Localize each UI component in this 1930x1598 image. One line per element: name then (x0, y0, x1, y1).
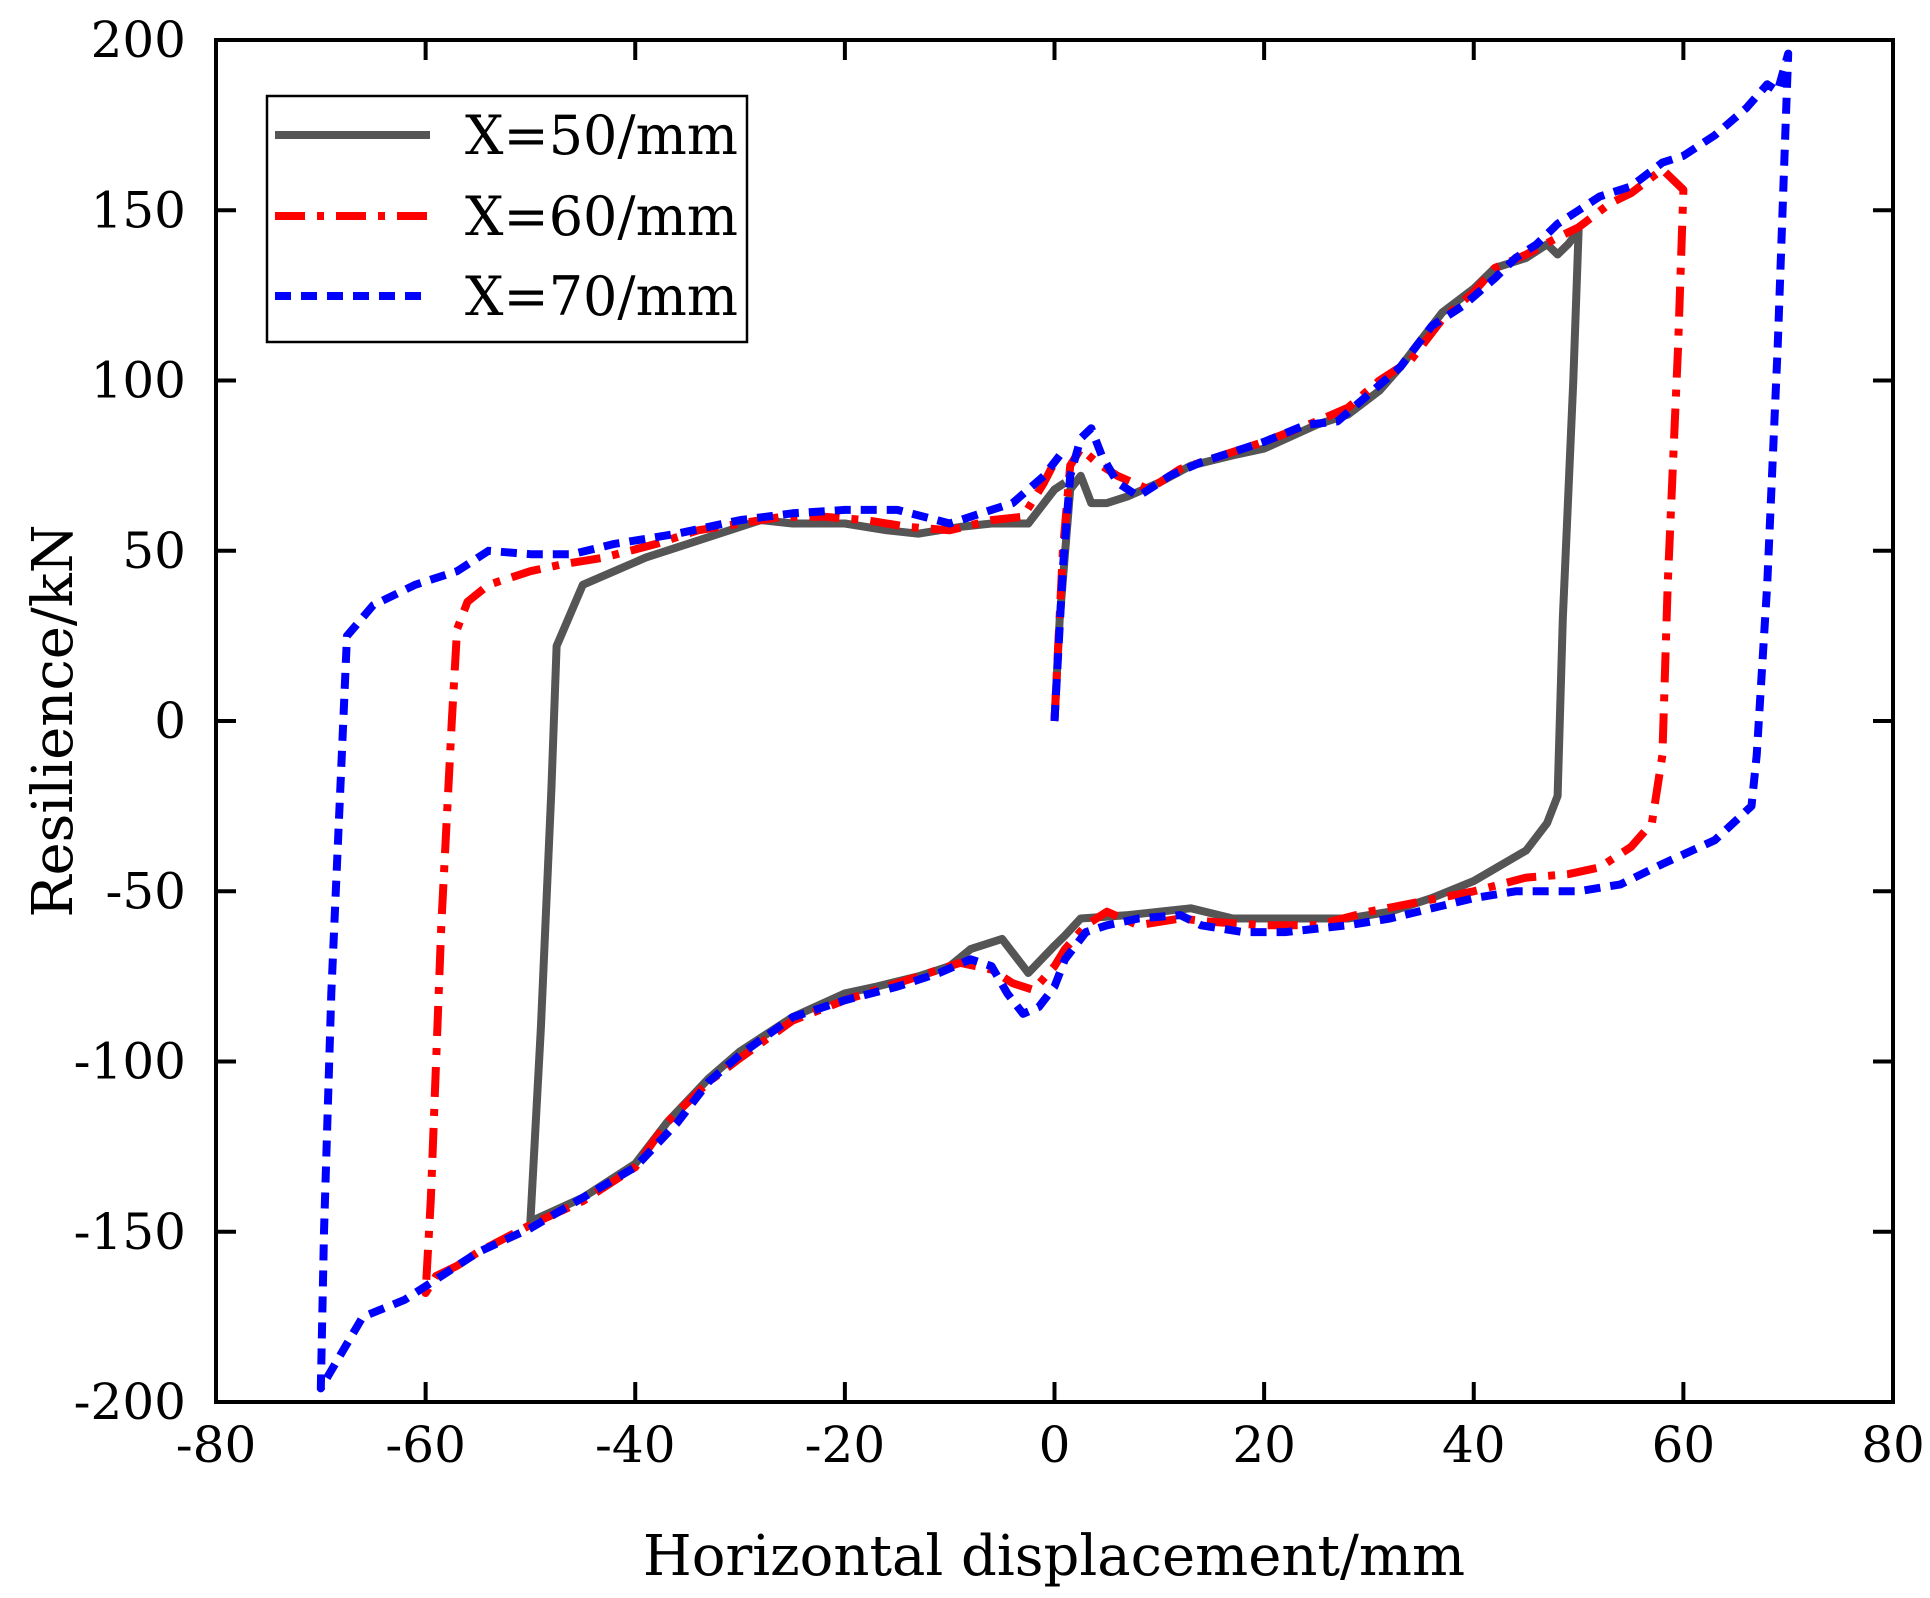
x-tick-label: 40 (1442, 1416, 1506, 1474)
legend-label-x60: X=60/mm (465, 185, 738, 248)
series-line-2 (421, 165, 1688, 1297)
x-tick-label: -20 (805, 1416, 886, 1474)
series-layer (316, 49, 1793, 1393)
tick-layer: -80 -60 -40 -20 0 20 40 60 80-200-150-100-500501… (74, 11, 1925, 1474)
y-axis-title: Resilience/kN (21, 524, 86, 917)
x-tick-label: 0 (1039, 1416, 1071, 1474)
y-tick-label: 100 (91, 352, 186, 410)
y-tick-label: 50 (122, 522, 186, 580)
x-tick-label: 80 (1861, 1416, 1925, 1474)
legend-label-x50: X=50/mm (465, 104, 738, 167)
x-tick-label: 20 (1232, 1416, 1296, 1474)
x-tick-label: 60 (1652, 1416, 1716, 1474)
y-tick-label: -100 (74, 1033, 186, 1091)
y-tick-label: -200 (74, 1373, 186, 1431)
y-tick-label: 150 (91, 181, 186, 239)
legend: X=50/mm X=60/mm X=70/mm (265, 94, 749, 344)
y-tick-label: 200 (91, 11, 186, 69)
x-tick-label: -60 (385, 1416, 466, 1474)
y-tick-label: -50 (105, 862, 186, 920)
series-line-1 (526, 226, 1583, 1226)
x-tick-label: -80 (176, 1416, 257, 1474)
x-tick-label: -40 (595, 1416, 676, 1474)
legend-label-x70: X=70/mm (465, 265, 738, 328)
x-axis-title: Horizontal displacement/mm (643, 1524, 1465, 1589)
y-tick-label: -150 (74, 1203, 186, 1261)
y-tick-label: 0 (154, 692, 186, 750)
